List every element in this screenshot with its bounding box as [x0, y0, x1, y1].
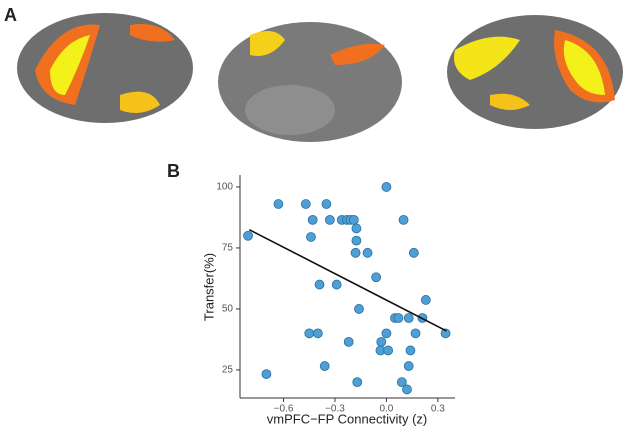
point	[319, 361, 330, 371]
point	[343, 336, 354, 347]
point	[348, 214, 359, 225]
point	[331, 279, 342, 290]
panel-label: B	[167, 161, 180, 181]
fit-line	[248, 228, 447, 332]
point	[314, 279, 325, 290]
point	[321, 199, 332, 209]
point	[405, 345, 416, 356]
point	[403, 361, 414, 371]
point	[371, 272, 382, 283]
activation	[563, 40, 605, 95]
point	[362, 247, 373, 258]
point	[306, 232, 316, 242]
point	[402, 384, 412, 395]
point	[307, 214, 318, 225]
y-tick-label: 25	[222, 365, 234, 376]
y-tick-label: 100	[216, 182, 233, 193]
x-tick-label: 0.0	[379, 404, 393, 415]
point	[354, 304, 364, 314]
point	[324, 214, 335, 225]
point	[381, 328, 392, 339]
y-axis-label: Transfer(%)	[201, 253, 216, 321]
point	[408, 247, 419, 258]
point	[300, 199, 311, 209]
activation	[120, 91, 160, 114]
point	[243, 230, 253, 241]
brain-images	[17, 13, 623, 142]
activation	[250, 31, 285, 56]
activation	[130, 24, 175, 42]
brain-medial-wall	[245, 85, 335, 135]
point	[261, 369, 272, 379]
y-tick-label: 75	[222, 243, 234, 254]
point	[351, 235, 362, 246]
point	[376, 336, 387, 347]
point	[383, 345, 394, 356]
x-tick-label: 0.3	[431, 404, 445, 415]
point	[393, 313, 404, 323]
point	[312, 328, 323, 339]
point	[352, 377, 363, 388]
x-axis-label: vmPFC−FP Connectivity (z)	[267, 411, 428, 426]
point	[398, 214, 409, 225]
x-tick-label: −0.3	[325, 404, 345, 415]
point	[304, 328, 315, 339]
point	[420, 295, 431, 305]
point	[273, 199, 284, 209]
y-tick-label: 50	[222, 304, 234, 315]
activation	[454, 36, 520, 80]
activation	[330, 43, 385, 65]
activation	[50, 35, 90, 95]
point	[350, 247, 361, 258]
point	[351, 223, 362, 234]
x-tick-label: −0.6	[274, 404, 294, 415]
point	[396, 377, 407, 388]
panel-label: A	[4, 5, 17, 25]
point	[440, 328, 451, 339]
point	[410, 328, 421, 339]
activation	[490, 93, 530, 110]
point	[381, 182, 392, 192]
point	[403, 313, 414, 323]
